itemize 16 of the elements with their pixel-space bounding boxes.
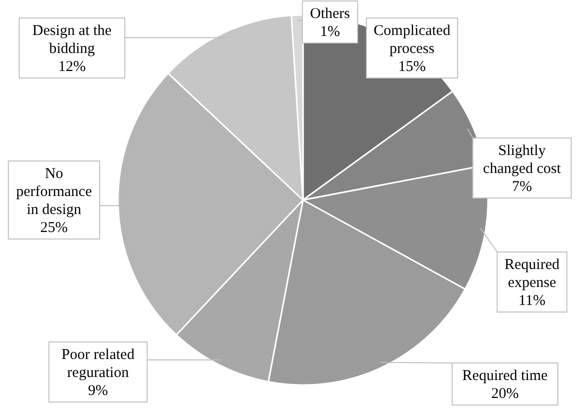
data-label: 7% xyxy=(512,179,532,195)
data-label: 11% xyxy=(518,293,546,309)
data-label: 15% xyxy=(398,59,426,75)
slice-label: Complicated process xyxy=(374,23,451,57)
slice-label: Design at the bidding xyxy=(32,23,112,57)
data-label: 12% xyxy=(58,59,86,75)
slice-label: Required expense xyxy=(504,257,560,291)
data-label: 25% xyxy=(40,220,68,236)
data-label: 1% xyxy=(320,24,340,40)
data-label: 9% xyxy=(88,383,108,399)
slice-label: Others xyxy=(310,6,350,22)
slice-label: Poor related reguration xyxy=(62,347,135,381)
slice-label: Required time xyxy=(462,368,548,384)
slice-label: Slightly changed cost xyxy=(483,143,562,177)
data-label: 20% xyxy=(491,386,519,402)
slice-label: No performance in design xyxy=(16,166,92,218)
